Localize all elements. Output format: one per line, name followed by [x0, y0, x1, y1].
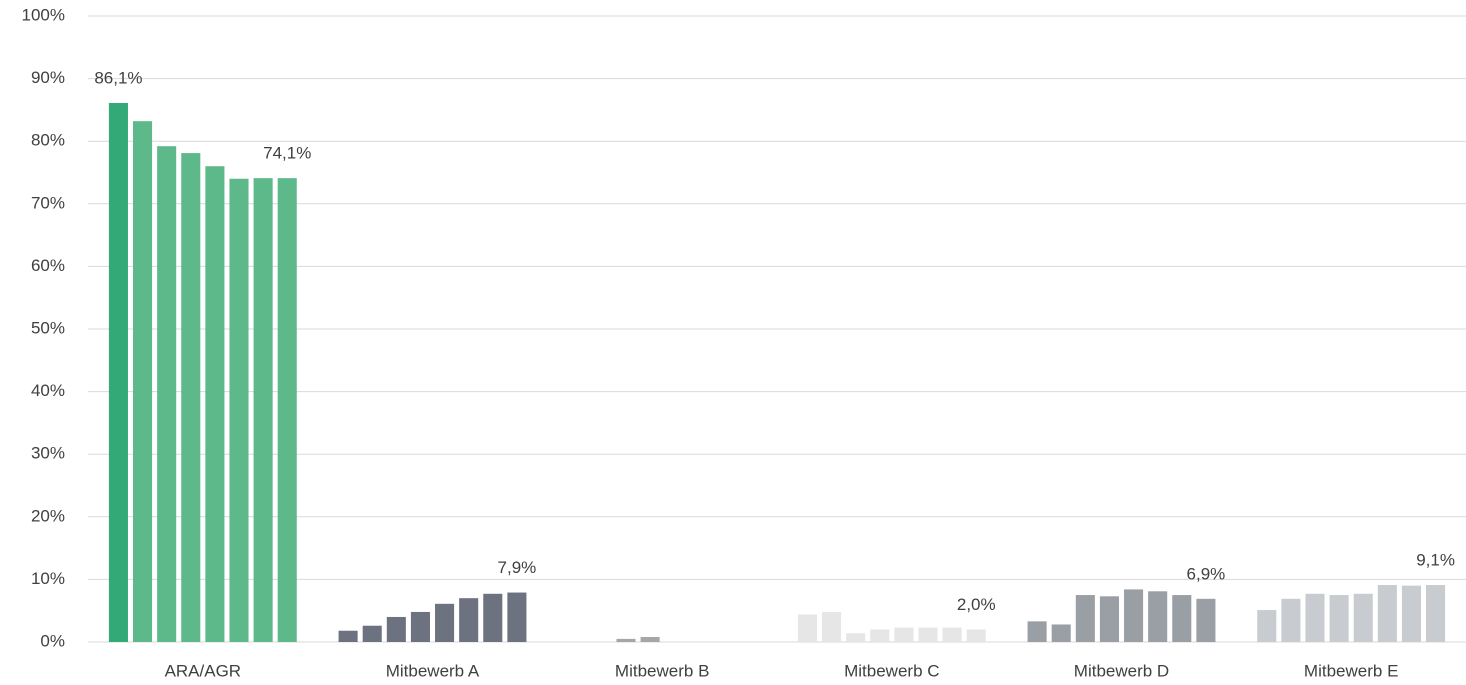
bar [1148, 591, 1168, 642]
data-label: 86,1% [94, 68, 142, 87]
bar [362, 625, 382, 642]
bar [846, 633, 866, 642]
bar [277, 178, 297, 642]
bar [942, 627, 962, 642]
bar [870, 629, 890, 642]
x-tick-label: Mitbewerb E [1304, 661, 1398, 680]
bar [797, 614, 817, 642]
bar [253, 178, 273, 642]
bar [133, 121, 153, 643]
x-tick-label: ARA/AGR [165, 661, 242, 680]
data-label: 9,1% [1416, 551, 1455, 570]
bar [1027, 621, 1047, 642]
bar [1401, 585, 1421, 642]
bar [1377, 585, 1397, 642]
data-label: 74,1% [263, 144, 311, 163]
y-tick-label: 50% [31, 318, 65, 337]
y-tick-label: 40% [31, 381, 65, 400]
y-tick-label: 10% [31, 569, 65, 588]
bar [435, 603, 455, 642]
bar [108, 103, 128, 643]
bar [894, 627, 914, 642]
bar [181, 153, 201, 642]
x-tick-label: Mitbewerb D [1074, 661, 1169, 680]
bar [459, 598, 479, 642]
data-label: 7,9% [498, 558, 537, 577]
bar [386, 616, 406, 642]
y-tick-label: 60% [31, 256, 65, 275]
bar [1257, 610, 1277, 642]
bar [822, 611, 842, 642]
x-tick-label: Mitbewerb B [615, 661, 709, 680]
bar [1124, 589, 1144, 642]
x-tick-label: Mitbewerb A [386, 661, 480, 680]
data-label: 2,0% [957, 595, 996, 614]
bar [1075, 595, 1095, 642]
y-tick-label: 90% [31, 68, 65, 87]
bar [1426, 585, 1446, 642]
bar [1329, 595, 1349, 642]
y-tick-label: 20% [31, 506, 65, 525]
bar [1172, 595, 1192, 642]
bar [616, 638, 636, 642]
bar [507, 592, 527, 642]
bar [1353, 593, 1373, 642]
y-tick-label: 70% [31, 193, 65, 212]
y-tick-label: 30% [31, 444, 65, 463]
bar [1196, 598, 1216, 642]
y-tick-label: 100% [22, 5, 65, 24]
bar [918, 627, 938, 642]
data-label: 6,9% [1187, 564, 1226, 583]
bar [157, 146, 177, 642]
bar [1305, 593, 1325, 642]
bar [1281, 598, 1301, 642]
bar [483, 593, 503, 642]
bar [1099, 596, 1119, 642]
y-tick-label: 80% [31, 131, 65, 150]
bar [966, 629, 986, 642]
bar [1051, 624, 1071, 642]
x-tick-label: Mitbewerb C [844, 661, 939, 680]
bar [640, 636, 660, 642]
bar [205, 166, 225, 643]
bar [229, 178, 249, 642]
bar [338, 630, 358, 642]
bar [410, 611, 430, 642]
y-tick-label: 0% [40, 631, 65, 650]
